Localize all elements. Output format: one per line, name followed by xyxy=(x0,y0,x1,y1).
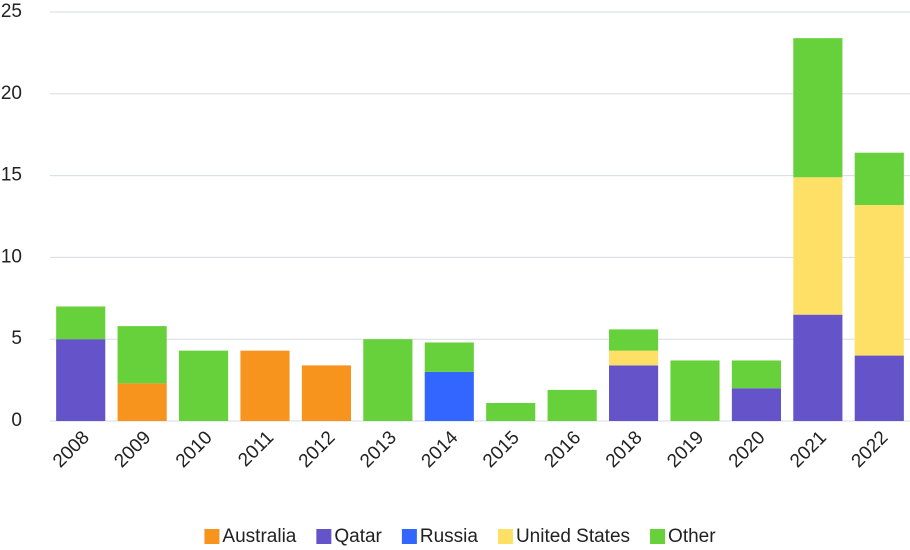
bar-segment xyxy=(117,383,167,421)
x-tick-label: 2015 xyxy=(479,427,524,472)
bar-segment xyxy=(793,38,843,178)
bar-segment xyxy=(424,371,474,421)
legend-label: Qatar xyxy=(334,526,382,547)
bar-segment xyxy=(793,177,843,315)
bar-segment xyxy=(731,388,781,421)
y-tick-label: 5 xyxy=(11,328,22,349)
x-tick-label: 2009 xyxy=(110,427,155,472)
y-tick-label: 25 xyxy=(1,1,22,22)
y-tick-label: 20 xyxy=(1,83,22,104)
bar-segment xyxy=(363,339,413,421)
legend-label: Other xyxy=(668,526,716,547)
bar-segment xyxy=(179,350,229,421)
x-tick-label: 2016 xyxy=(540,427,585,472)
bar-segment xyxy=(486,403,536,421)
bar-segment xyxy=(609,329,659,351)
bar-segment xyxy=(854,355,904,421)
legend-swatch xyxy=(401,529,417,544)
x-tick-label: 2010 xyxy=(172,427,217,472)
bar-segment xyxy=(56,306,106,340)
x-tick-label: 2012 xyxy=(295,427,340,472)
legend-swatch xyxy=(316,529,332,544)
x-tick-label: 2020 xyxy=(725,427,770,472)
bar-segment xyxy=(793,314,843,421)
bar-segment xyxy=(854,152,904,206)
x-tick-label: 2013 xyxy=(356,427,401,472)
y-tick-label: 0 xyxy=(11,410,22,431)
legend-label: United States xyxy=(516,526,630,547)
bar-segment xyxy=(854,205,904,356)
bar-segment xyxy=(56,339,106,421)
x-tick-label: 2022 xyxy=(848,427,893,472)
legend: Australia Qatar Russia United States Other xyxy=(204,526,716,547)
x-tick-label: 2011 xyxy=(234,427,278,471)
y-tick-label: 15 xyxy=(1,165,22,186)
bar-segment xyxy=(117,326,167,384)
bar-segment xyxy=(424,342,474,372)
x-tick-label: 2008 xyxy=(49,427,94,472)
legend-label: Australia xyxy=(222,526,296,547)
legend-swatch xyxy=(650,529,666,544)
bar-segment xyxy=(240,350,290,421)
bar-segment xyxy=(731,360,781,389)
legend-label: Russia xyxy=(420,526,479,547)
bar-segment xyxy=(609,365,659,421)
x-tick-label: 2014 xyxy=(418,427,463,472)
y-tick-label: 10 xyxy=(1,246,22,267)
bar-segment xyxy=(609,350,659,366)
bar-segment xyxy=(547,389,597,421)
bar-segment xyxy=(301,365,351,421)
legend-swatch xyxy=(497,529,513,544)
x-tick-label: 2021 xyxy=(786,427,831,472)
bar-segment xyxy=(670,360,720,421)
legend-swatch xyxy=(204,529,220,544)
x-tick-label: 2018 xyxy=(602,427,647,472)
x-tick-label: 2019 xyxy=(663,427,708,472)
